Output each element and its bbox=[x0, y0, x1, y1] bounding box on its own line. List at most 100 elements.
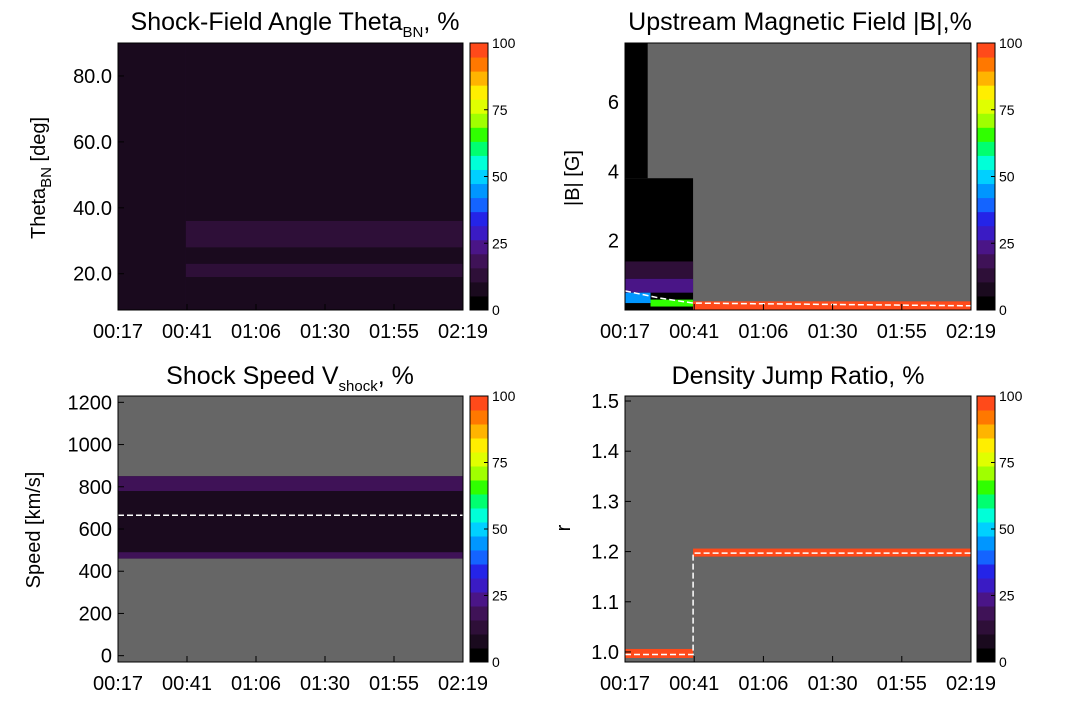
x-tick-label: 01:30 bbox=[300, 673, 350, 695]
x-tick-label: 00:17 bbox=[600, 673, 650, 695]
x-tick-label: 01:55 bbox=[877, 673, 927, 695]
colorbar-tick-label: 75 bbox=[492, 102, 508, 118]
colorbar-swatch bbox=[977, 424, 995, 439]
heatmap-cell bbox=[118, 43, 186, 310]
heatmap-cell bbox=[625, 261, 694, 279]
colorbar-swatch bbox=[470, 281, 488, 297]
colorbar-tick-label: 25 bbox=[492, 235, 508, 251]
x-tick-label: 02:19 bbox=[946, 673, 996, 695]
colorbar-swatch bbox=[470, 113, 488, 128]
colorbar: 0 25 50 75 100 bbox=[976, 35, 1023, 318]
colorbar-swatch bbox=[470, 197, 488, 213]
heatmap-cell bbox=[185, 263, 463, 278]
y-tick-label: 80.0 bbox=[73, 66, 112, 88]
colorbar-swatch bbox=[470, 536, 488, 551]
colorbar-swatch bbox=[470, 466, 488, 481]
y-tick-label: 60.0 bbox=[73, 132, 112, 154]
colorbar-tick-label: 0 bbox=[492, 654, 500, 670]
y-tick-label: 1.5 bbox=[591, 391, 619, 413]
heatmap-cells bbox=[118, 476, 463, 559]
colorbar-swatch bbox=[977, 99, 995, 114]
y-axis-label: Speed [km/s] bbox=[23, 472, 45, 589]
plot-frame bbox=[117, 42, 464, 311]
colorbar: 0 25 50 75 100 bbox=[976, 388, 1023, 670]
colorbar-swatch bbox=[977, 281, 995, 297]
colorbar-tick-label: 100 bbox=[492, 388, 516, 404]
colorbar-swatch bbox=[470, 141, 488, 156]
colorbar-swatch bbox=[977, 592, 995, 607]
x-tick-label: 00:41 bbox=[669, 321, 719, 343]
colorbar-swatch bbox=[977, 211, 995, 227]
y-axis-label: |B| [G] bbox=[562, 150, 584, 206]
colorbar-swatch bbox=[470, 522, 488, 537]
y-tick-label: 600 bbox=[79, 519, 112, 541]
colorbar-swatch bbox=[977, 169, 995, 185]
colorbar-tick-label: 25 bbox=[999, 588, 1015, 604]
colorbar-tick-label: 50 bbox=[999, 169, 1015, 185]
colorbar: 0 25 50 75 100 bbox=[469, 388, 516, 670]
y-tick-label: 2 bbox=[608, 231, 619, 253]
x-tick-label: 02:19 bbox=[946, 321, 996, 343]
heatmap-cells bbox=[625, 43, 971, 310]
colorbar-swatch bbox=[470, 606, 488, 621]
colorbar-swatch bbox=[470, 592, 488, 607]
panel-upstream-magnetic-field: Upstream Magnetic Field |B|,% |B| [G] 00… bbox=[562, 8, 1023, 343]
colorbar-swatch bbox=[470, 295, 488, 311]
colorbar-swatch bbox=[470, 253, 488, 269]
x-tick-label: 00:41 bbox=[162, 673, 212, 695]
colorbar-swatch bbox=[470, 225, 488, 241]
y-tick-label: 4 bbox=[608, 161, 619, 183]
colorbar-swatch bbox=[977, 494, 995, 509]
heatmap-cell bbox=[625, 648, 694, 658]
y-axis-label: r bbox=[553, 524, 575, 531]
colorbar-tick-label: 50 bbox=[492, 521, 508, 537]
heatmap-cell bbox=[185, 221, 463, 248]
colorbar-swatch bbox=[470, 480, 488, 495]
colorbar-swatch bbox=[470, 396, 488, 411]
y-tick-label: 1.4 bbox=[591, 441, 619, 463]
heatmap-cells bbox=[118, 43, 463, 310]
colorbar-tick-label: 100 bbox=[492, 35, 516, 51]
colorbar-swatch bbox=[470, 424, 488, 439]
x-tick-label: 01:06 bbox=[231, 321, 281, 343]
heatmap-cell bbox=[118, 476, 463, 491]
colorbar-swatch bbox=[470, 620, 488, 635]
y-tick-label: 1000 bbox=[68, 435, 113, 457]
x-tick-label: 01:06 bbox=[738, 321, 788, 343]
x-tick-label: 01:55 bbox=[877, 321, 927, 343]
colorbar-swatch bbox=[977, 127, 995, 142]
x-tick-label: 00:17 bbox=[93, 321, 143, 343]
y-tick-label: 6 bbox=[608, 92, 619, 114]
colorbar-swatch bbox=[977, 71, 995, 86]
colorbar-tick-label: 25 bbox=[492, 588, 508, 604]
panel-title: Upstream Magnetic Field |B|,% bbox=[628, 8, 972, 36]
heatmap-cell bbox=[693, 301, 971, 310]
colorbar-swatch bbox=[977, 452, 995, 467]
colorbar-swatch bbox=[470, 239, 488, 255]
x-tick-label: 01:30 bbox=[808, 673, 858, 695]
colorbar-swatch bbox=[470, 648, 488, 663]
colorbar-swatch bbox=[977, 295, 995, 311]
y-tick-label: 200 bbox=[79, 603, 112, 625]
colorbar-swatch bbox=[977, 522, 995, 537]
colorbar-swatch bbox=[977, 508, 995, 523]
heatmap-cell bbox=[650, 299, 694, 307]
y-axis-label: ThetaBN [deg] bbox=[28, 117, 55, 239]
colorbar-swatch bbox=[977, 634, 995, 649]
colorbar-swatch bbox=[977, 410, 995, 425]
x-tick-label: 00:41 bbox=[669, 673, 719, 695]
colorbar-swatch bbox=[470, 71, 488, 86]
colorbar-swatch bbox=[470, 127, 488, 142]
colorbar-tick-label: 25 bbox=[999, 235, 1015, 251]
colorbar-swatch bbox=[470, 578, 488, 593]
colorbar-swatch bbox=[470, 57, 488, 72]
panel-title: Density Jump Ratio, % bbox=[672, 362, 925, 390]
y-tick-label: 800 bbox=[79, 477, 112, 499]
x-tick-label: 02:19 bbox=[438, 673, 488, 695]
heatmap-cell bbox=[118, 552, 463, 559]
x-tick-label: 02:19 bbox=[438, 321, 488, 343]
colorbar-swatch bbox=[977, 536, 995, 551]
x-tick-label: 00:17 bbox=[600, 321, 650, 343]
colorbar-swatch bbox=[470, 550, 488, 565]
